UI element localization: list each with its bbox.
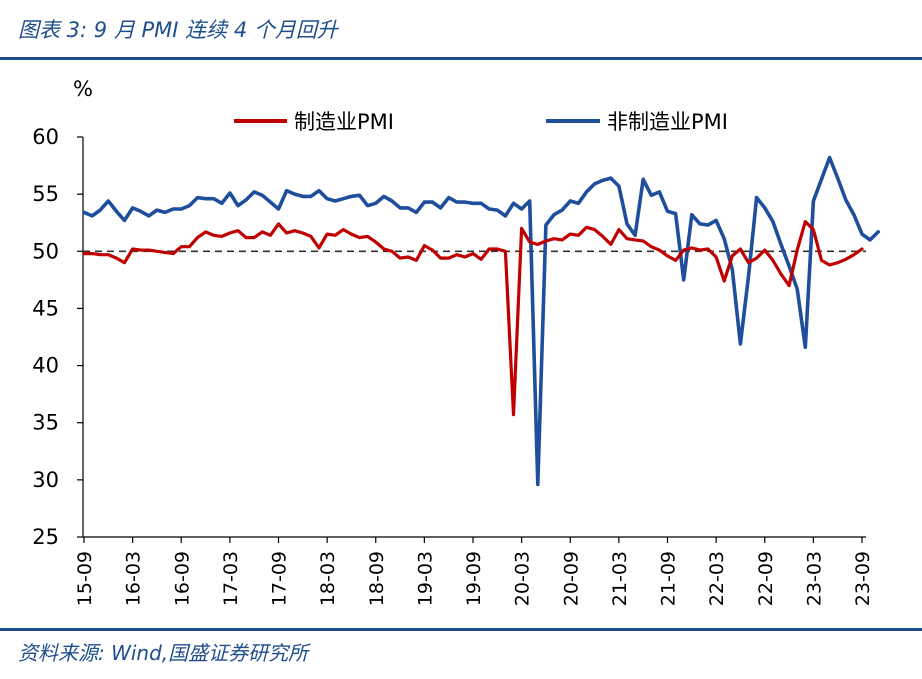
y-tick-label: 50 — [32, 239, 59, 263]
x-tick-label: 20-03 — [512, 551, 534, 606]
x-tick-label: 21-03 — [609, 551, 631, 606]
x-tick-label: 20-09 — [560, 551, 582, 606]
source-note: 资料来源: Wind,国盛证券研究所 — [18, 641, 309, 665]
x-tick-label: 21-09 — [658, 551, 680, 606]
x-tick-label: 16-03 — [123, 551, 145, 606]
chart-title: 图表 3: 9 月 PMI 连续 4 个月回升 — [18, 18, 338, 42]
legend-label-manufacturing: 制造业PMI — [294, 110, 394, 134]
x-tick-label: 15-09 — [74, 551, 96, 606]
x-tick-label: 22-03 — [706, 551, 728, 606]
series-line-non-manufacturing — [82, 155, 881, 487]
x-tick-label: 17-09 — [269, 551, 291, 606]
x-tick-label: 18-03 — [317, 551, 339, 606]
title-divider — [0, 57, 922, 60]
footer-divider — [0, 628, 922, 631]
x-tick-label: 23-03 — [803, 551, 825, 606]
y-tick-label: 60 — [32, 125, 59, 149]
y-unit-label: % — [73, 77, 93, 101]
y-tick-label: 30 — [32, 468, 59, 492]
x-tick-label: 19-03 — [414, 551, 436, 606]
y-tick-label: 45 — [32, 296, 59, 320]
x-tick-label: 19-09 — [463, 551, 485, 606]
x-tick-label: 16-09 — [171, 551, 193, 606]
x-tick-label: 22-09 — [755, 551, 777, 606]
y-tick-label: 25 — [32, 525, 59, 549]
y-tick-label: 40 — [32, 354, 59, 378]
x-tick-label: 23-09 — [852, 551, 874, 606]
x-tick-label: 17-03 — [220, 551, 242, 606]
y-tick-label: 35 — [32, 411, 59, 435]
series-line-manufacturing — [82, 220, 864, 417]
x-tick-label: 18-09 — [366, 551, 388, 606]
y-tick-label: 55 — [32, 182, 59, 206]
legend-label-non-manufacturing: 非制造业PMI — [607, 110, 728, 134]
